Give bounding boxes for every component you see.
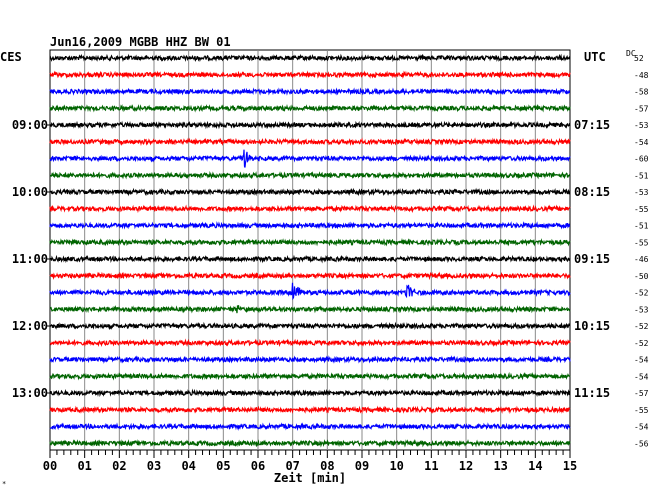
left-timezone-label: CES <box>0 50 22 64</box>
trace-line <box>49 405 571 414</box>
x-tick-label: 06 <box>251 459 265 473</box>
dc-offset-value: -53 <box>634 305 649 314</box>
dc-offset-value: -52 <box>634 322 649 331</box>
x-axis-label: Zeit [min] <box>274 471 346 485</box>
dc-offset-value: -54 <box>634 138 649 147</box>
x-tick-label: 09 <box>355 459 369 473</box>
trace-line <box>49 70 571 80</box>
seismogram-traces <box>49 53 571 448</box>
x-tick-label: 02 <box>112 459 126 473</box>
trace-line <box>49 355 571 364</box>
right-time-label: 08:15 <box>574 185 610 199</box>
trace-line <box>49 53 571 63</box>
x-tick-label: 14 <box>528 459 542 473</box>
trace-line <box>49 371 571 381</box>
dc-header-label: DC <box>626 49 636 58</box>
x-tick-label: 00 <box>43 459 57 473</box>
dc-offset-value: -57 <box>634 104 649 113</box>
trace-line <box>49 170 571 180</box>
dc-offset-value: -55 <box>634 205 649 214</box>
x-axis: 00 01 02 03 04 05 06 07 08 09 10 11 12 13 14 15 <box>43 450 577 473</box>
dc-offset-value: -50 <box>634 272 649 281</box>
trace-line <box>49 238 571 247</box>
x-tick-label: 11 <box>424 459 438 473</box>
dc-offset-value: -54 <box>634 356 649 365</box>
dc-offset-value: -46 <box>634 255 649 264</box>
trace-line <box>49 304 571 314</box>
grid-lines <box>49 49 571 451</box>
right-time-label: 07:15 <box>574 118 610 132</box>
trace-line <box>49 254 571 264</box>
x-tick-label: 04 <box>181 459 195 473</box>
corner-mark: * <box>2 480 6 488</box>
trace-line <box>49 87 571 96</box>
x-tick-label: 12 <box>459 459 473 473</box>
x-tick-label: 07 <box>285 459 299 473</box>
left-time-label: 12:00 <box>12 319 48 333</box>
x-tick-label: 13 <box>493 459 507 473</box>
dc-offset-value: -55 <box>634 238 649 247</box>
trace-line <box>49 282 571 301</box>
x-tick-label: 15 <box>563 459 577 473</box>
dc-offset-value: -54 <box>634 423 649 432</box>
dc-offset-value: -58 <box>634 88 649 97</box>
right-time-label: 09:15 <box>574 252 610 266</box>
time-labels: 09:00 10:00 11:00 12:00 13:00 07:15 08:15 09:15… <box>12 118 610 400</box>
chart-title: Jun16,2009 MGBB HHZ BW 01 <box>50 35 231 49</box>
dc-offset-value: -54 <box>634 372 649 381</box>
trace-line <box>49 388 571 398</box>
trace-line <box>49 104 571 113</box>
dc-offset-value: -56 <box>634 439 649 448</box>
trace-line <box>49 271 571 281</box>
dc-offset-value: -51 <box>634 171 649 180</box>
left-time-label: 10:00 <box>12 185 48 199</box>
right-time-label: 10:15 <box>574 319 610 333</box>
dc-offset-value: -53 <box>634 188 649 197</box>
dc-offset-value: 52 <box>634 54 644 63</box>
trace-line <box>49 338 571 348</box>
dc-offset-value: -52 <box>634 289 649 298</box>
x-tick-label: 10 <box>389 459 403 473</box>
dc-offset-column: 52 -48 -58 -57 -53 -54 -60 -51 -53 -55 -51 -55 -46 -5… <box>634 54 649 448</box>
trace-line <box>49 204 571 214</box>
dc-offset-value: -57 <box>634 389 649 398</box>
dc-offset-value: -60 <box>634 155 649 164</box>
x-tick-label: 05 <box>216 459 230 473</box>
x-tick-label: 03 <box>147 459 161 473</box>
left-time-label: 11:00 <box>12 252 48 266</box>
left-time-label: 13:00 <box>12 386 48 400</box>
trace-line <box>49 137 571 147</box>
dc-offset-value: -53 <box>634 121 649 130</box>
trace-line <box>49 149 571 168</box>
x-tick-label: 01 <box>77 459 91 473</box>
right-time-label: 11:15 <box>574 386 610 400</box>
left-time-label: 09:00 <box>12 118 48 132</box>
dc-offset-value: -48 <box>634 71 649 80</box>
trace-line <box>49 221 571 230</box>
x-tick-label: 08 <box>320 459 334 473</box>
right-timezone-label: UTC <box>584 50 606 64</box>
dc-offset-value: -51 <box>634 222 649 231</box>
trace-line <box>49 120 571 130</box>
dc-offset-value: -52 <box>634 339 649 348</box>
trace-line <box>49 438 571 448</box>
trace-line <box>49 422 571 431</box>
dc-offset-value: -55 <box>634 406 649 415</box>
trace-line <box>49 187 571 197</box>
plot-frame <box>49 49 571 451</box>
trace-line <box>49 321 571 331</box>
